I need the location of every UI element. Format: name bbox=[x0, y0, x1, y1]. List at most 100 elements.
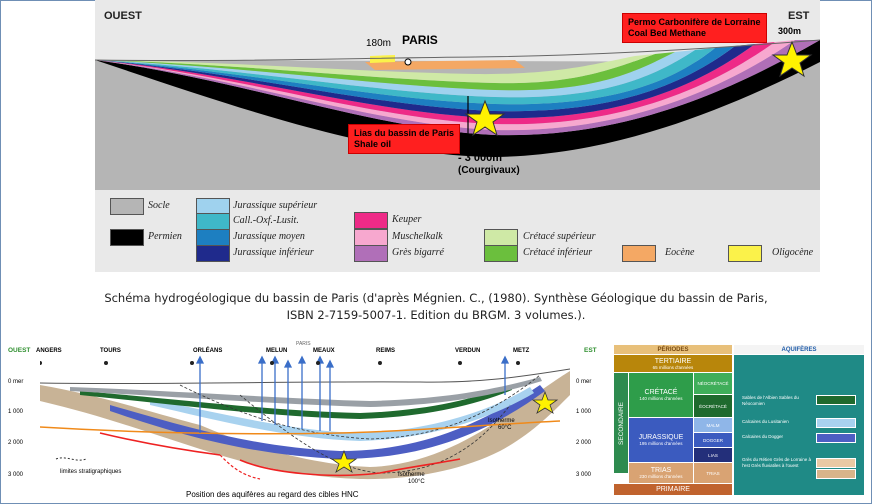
legend-swatch-permien bbox=[110, 229, 144, 246]
depth-tick-1000: 1 000 bbox=[8, 409, 24, 415]
legend-swatch-jurassique-moyen bbox=[196, 229, 230, 246]
aquifer-albien-swatch bbox=[816, 395, 856, 405]
legend-swatch-gres-bigarre bbox=[354, 245, 388, 262]
depth-tick-right-1000: 1 000 bbox=[576, 409, 592, 415]
aquifer-gres-label: Grès du Rétien Grès de Lorraine à l'est … bbox=[742, 457, 812, 468]
trias-label: TRIAS bbox=[650, 467, 672, 474]
legend-swatch-call-oxf bbox=[196, 213, 230, 230]
depth-tick-2000: 2 000 bbox=[8, 440, 24, 446]
legend-swatch-keuper bbox=[354, 212, 388, 229]
legend-label-permien: Permien bbox=[148, 231, 182, 242]
legend-label-jurassique-inferieur: Jurassique inférieur bbox=[233, 247, 314, 258]
jurassique-sub: 195 millions d'années bbox=[639, 441, 683, 446]
caption-line-1: Schéma hydrogéologique du bassin de Pari… bbox=[104, 291, 768, 305]
lias-cell: LIAS bbox=[694, 448, 732, 462]
altitude-left: 180m bbox=[366, 38, 392, 49]
aquifer-lusitanien-label: Calcaires du Lusitanien bbox=[742, 419, 789, 424]
altitude-right: 300m bbox=[778, 26, 802, 36]
aquifer-gres-swatch-2 bbox=[816, 469, 856, 479]
west-label-top: OUEST bbox=[104, 10, 142, 22]
primaire-cell: PRIMAIRE bbox=[614, 484, 732, 495]
callout-lias-line2: Shale oil bbox=[354, 139, 392, 149]
legend-swatch-cretace-superieur bbox=[484, 229, 518, 246]
city-meaux: MEAUX bbox=[313, 348, 335, 354]
callout-permo-carbonifere: Permo Carbonifère de Lorraine Coal Bed M… bbox=[622, 13, 767, 43]
hnc-target-star-east bbox=[531, 390, 559, 414]
isotherm-60-word: Isotherme bbox=[488, 418, 515, 424]
lias-shale-oil-star bbox=[464, 99, 506, 137]
legend-label-gres-bigarre: Grès bigarré bbox=[392, 247, 444, 258]
legend-swatch-socle bbox=[110, 198, 144, 215]
periods-aquifers-table: PÉRIODES AQUIFÈRES TERTIAIRE 65 millions… bbox=[614, 345, 864, 495]
stratigraphic-limits-label: limites stratigraphiques bbox=[60, 469, 122, 475]
trias-cell: TRIAS 230 millions d'années bbox=[629, 463, 693, 483]
secondaire-cell: SECONDAIRE bbox=[614, 373, 628, 473]
legend-label-eocene: Eocène bbox=[665, 247, 695, 258]
city-melun: MELUN bbox=[266, 348, 288, 354]
call-oxf-lusit-layer bbox=[95, 48, 715, 105]
paris-marker bbox=[404, 58, 412, 66]
cretace-inferieur-layer bbox=[95, 52, 675, 91]
city-angers: ANGERS bbox=[36, 348, 62, 354]
aquifer-dogger-label: Calcaires du Dogger bbox=[742, 434, 784, 439]
callout-lias: Lias du bassin de Paris Shale oil bbox=[348, 124, 461, 154]
isotherm-100-value: 100°C bbox=[408, 479, 425, 485]
isotherm-60-line bbox=[40, 420, 561, 435]
aquifer-cross-section bbox=[40, 355, 570, 480]
legend-label-socle: Socle bbox=[148, 200, 170, 211]
east-label-bottom: EST bbox=[584, 347, 597, 354]
malm-cell: MALM bbox=[694, 418, 732, 432]
basement-layer bbox=[40, 371, 570, 480]
city-metz: METZ bbox=[513, 348, 530, 354]
legend-label-jurassique-superieur: Jurassique supérieur bbox=[233, 200, 318, 211]
isotherm-60-value: 60°C bbox=[498, 425, 512, 431]
depth-tick-right-0: 0 mer bbox=[576, 379, 592, 385]
tertiaire-label: TERTIAIRE bbox=[654, 357, 692, 365]
table-head-aquifers: AQUIFÈRES bbox=[734, 345, 864, 354]
jurassique-cell: JURASSIQUE 195 millions d'années bbox=[629, 418, 693, 462]
legend-swatch-cretace-inferieur bbox=[484, 245, 518, 262]
trias-right-cell: TRIAS bbox=[694, 463, 732, 483]
isotherm-100-word: Isotherme bbox=[398, 472, 425, 478]
dogger-cell: DOGGER bbox=[694, 433, 732, 447]
neocretace-cell: NÉOCRÉTACÉ bbox=[694, 373, 732, 394]
city-tours: TOURS bbox=[100, 348, 121, 354]
legend-label-cretace-inferieur: Crétacé inférieur bbox=[523, 247, 593, 258]
legend-label-oligocene: Oligocène bbox=[772, 247, 814, 258]
legend-label-keuper: Keuper bbox=[392, 214, 422, 225]
city-paris-small: PARIS bbox=[296, 341, 311, 347]
table-head-periods: PÉRIODES bbox=[614, 345, 732, 354]
dogger-aquifer bbox=[110, 385, 545, 459]
jurassique-superieur-layer bbox=[95, 50, 695, 98]
city-reims: REIMS bbox=[376, 348, 396, 354]
aquifer-albien-label: Sables de l'Albien Sables du Néocomien bbox=[742, 395, 799, 406]
cretace-cell: CRÉTACÉ 140 millions d'années bbox=[629, 373, 693, 417]
legend-label-cretace-superieur: Crétacé supérieur bbox=[523, 231, 596, 242]
east-label-top: EST bbox=[788, 10, 810, 22]
coal-bed-methane-star bbox=[771, 40, 813, 78]
depth-sublabel: (Courgivaux) bbox=[458, 165, 520, 176]
hnc-target-star-center bbox=[330, 449, 358, 473]
caption-line-2: ISBN 2-7159-5007-1. Edition du BRGM. 3 v… bbox=[286, 308, 586, 322]
depth-tick-3000: 3 000 bbox=[8, 472, 24, 478]
jurassique-label: JURASSIQUE bbox=[638, 434, 684, 441]
city-verdun: VERDUN bbox=[455, 348, 481, 354]
well-arrows bbox=[195, 355, 510, 433]
legend-swatch-muschelkalk bbox=[354, 229, 388, 246]
jurassique-moyen-layer bbox=[95, 46, 735, 112]
aquifer-gres-swatch-1 bbox=[816, 458, 856, 468]
isotherm-100-label: Isotherme 100°C bbox=[398, 472, 425, 486]
permien-layer bbox=[95, 40, 820, 157]
legend-label-muschelkalk: Muschelkalk bbox=[392, 231, 443, 242]
depth-tick-right-3000: 3 000 bbox=[576, 472, 592, 478]
paris-label: PARIS bbox=[402, 33, 438, 47]
callout-lias-line1: Lias du bassin de Paris bbox=[354, 128, 455, 138]
bottom-caption: Position des aquifères au regard des cib… bbox=[186, 490, 359, 499]
trias-sub: 230 millions d'années bbox=[639, 474, 683, 479]
legend-label-call-oxf: Call.-Oxf.-Lusit. bbox=[233, 215, 299, 226]
cretace-superieur-layer bbox=[95, 54, 655, 84]
aquifer-lusitanien-swatch bbox=[816, 418, 856, 428]
cretace-sub: 140 millions d'années bbox=[639, 396, 683, 401]
isotherm-60-label: Isotherme 60°C bbox=[488, 418, 515, 432]
secondaire-label: SECONDAIRE bbox=[617, 401, 625, 445]
